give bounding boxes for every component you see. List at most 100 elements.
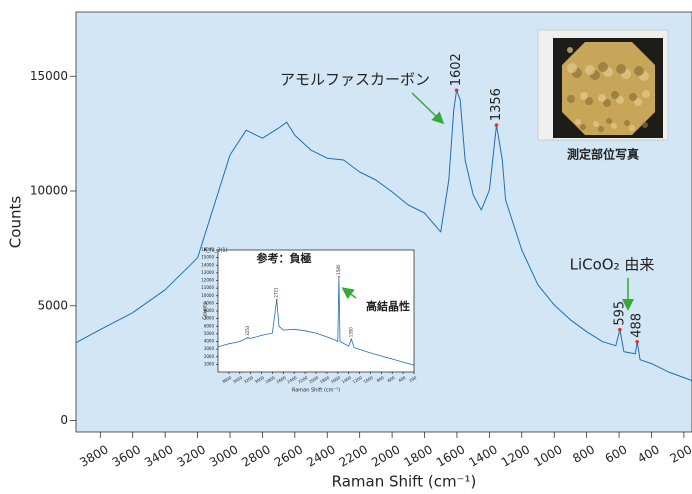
- y-tick-label: 1000: [204, 361, 215, 366]
- photo-grain: [598, 62, 608, 72]
- y-tick-label: 15000: [30, 69, 68, 83]
- x-tick-label: 2000: [308, 375, 320, 385]
- photo-grain: [606, 118, 612, 124]
- photo-grain: [616, 96, 624, 104]
- peak-marker: [454, 88, 459, 93]
- y-tick-label: 14000: [201, 262, 214, 267]
- x-tick-label: 1400: [466, 442, 499, 469]
- photo-grain: [575, 119, 581, 125]
- y-tick-label: 5000: [37, 298, 68, 312]
- plot-area: [217, 249, 415, 373]
- photo-grain: [603, 99, 611, 107]
- photo-grain: [580, 124, 586, 130]
- annotation: 参考：負極: [257, 251, 312, 265]
- x-tick-label: 200: [668, 442, 692, 466]
- y-tick-label: 0: [60, 413, 68, 427]
- x-tick-label: 3600: [221, 375, 233, 385]
- photo-grain: [567, 95, 575, 103]
- annotation: 測定部位写真: [567, 147, 639, 162]
- x-axis-label: Raman Shift (cm⁻¹): [332, 473, 477, 491]
- x-tick-label: 3000: [207, 442, 240, 469]
- x-tick-label: 3200: [243, 375, 255, 385]
- y-tick-label: 9000: [204, 300, 215, 305]
- y-axis-label: Counts: [7, 196, 25, 249]
- photo-grain: [642, 122, 648, 128]
- x-tick-label: 1600: [434, 442, 467, 469]
- peak-marker: [350, 338, 353, 341]
- photo-sample: [562, 42, 655, 135]
- x-tick-label: 3200: [175, 442, 208, 469]
- peak-marker: [618, 327, 622, 332]
- x-tick-label: 1800: [402, 442, 435, 469]
- x-tick-label: 3400: [232, 375, 244, 385]
- peak-marker: [246, 336, 249, 339]
- photo-grain: [634, 66, 644, 76]
- x-tick-label: 2800: [239, 442, 272, 469]
- inset-title: K_fu_2(1): [204, 248, 228, 254]
- y-tick-label: 16000: [201, 247, 214, 252]
- x-tick-label: 3600: [110, 442, 143, 469]
- spectrum-line: [75, 89, 692, 382]
- photo-grain: [567, 63, 577, 73]
- x-tick-label: 400: [635, 442, 662, 466]
- x-tick-label: 2200: [337, 442, 370, 469]
- photo-grain: [567, 47, 573, 53]
- photo-grain: [616, 64, 626, 74]
- photo-grain: [611, 123, 617, 129]
- x-tick-label: 800: [570, 442, 597, 466]
- peak-label: 1356: [489, 88, 504, 121]
- x-tick-label: 1800: [319, 375, 331, 385]
- y-tick-label: 10000: [30, 184, 68, 198]
- peak-marker: [275, 298, 278, 301]
- y-axis-label: Counts: [203, 302, 209, 320]
- y-tick-label: 6000: [204, 323, 215, 328]
- annotation-arrow: [341, 287, 357, 300]
- annotation-arrow: [411, 92, 445, 125]
- y-tick-label: 10000: [201, 293, 214, 298]
- photo-grain: [585, 65, 595, 75]
- x-tick-label: 2400: [304, 442, 337, 469]
- y-tick-label: 12000: [201, 278, 214, 283]
- peak-label: 1580: [336, 264, 341, 275]
- peak-label: 1602: [449, 53, 464, 86]
- x-tick-label: 3000: [254, 375, 266, 385]
- y-tick-label: 7000: [204, 316, 215, 321]
- x-tick-label: 1600: [330, 375, 342, 385]
- y-tick-label: 13000: [201, 270, 214, 275]
- photo-grain: [629, 93, 637, 101]
- photo-grain: [634, 98, 642, 106]
- y-tick-label: 4000: [204, 339, 215, 344]
- peak-label: 3253: [245, 325, 250, 336]
- peak-label: 1350: [348, 327, 353, 338]
- annotation: LiCoO₂ 由来: [570, 256, 655, 274]
- photo-grain: [593, 121, 599, 127]
- photo-grain: [598, 126, 604, 132]
- y-tick-label: 8000: [204, 308, 215, 313]
- y-tick-label: 5000: [204, 331, 215, 336]
- y-tick-label: 11000: [201, 285, 214, 290]
- peak-marker: [338, 275, 340, 278]
- y-tick-label: 2000: [204, 354, 215, 359]
- x-axis-label: Raman Shift (cm⁻¹): [292, 388, 340, 394]
- photo-grain: [629, 125, 635, 131]
- x-tick-label: 2400: [286, 375, 298, 385]
- photo-grain: [598, 94, 606, 102]
- photo-grain: [624, 120, 630, 126]
- photo-grain: [585, 97, 593, 105]
- x-tick-label: 1200: [499, 442, 532, 469]
- photo-grain: [642, 90, 650, 98]
- peak-label: 2721: [274, 287, 279, 298]
- x-tick-label: 2600: [272, 442, 305, 469]
- x-tick-label: 1200: [352, 375, 364, 385]
- y-tick-label: 15000: [201, 255, 214, 260]
- x-tick-label: 600: [387, 375, 397, 383]
- x-tick-label: 400: [397, 375, 407, 383]
- peak-marker: [635, 340, 640, 344]
- x-tick-label: 2200: [297, 375, 309, 385]
- peak-label: 488: [630, 313, 645, 338]
- x-tick-label: 1400: [341, 375, 353, 385]
- x-tick-label: 3800: [77, 442, 110, 469]
- y-tick-label: 3000: [204, 346, 215, 351]
- x-tick-label: 800: [376, 375, 386, 383]
